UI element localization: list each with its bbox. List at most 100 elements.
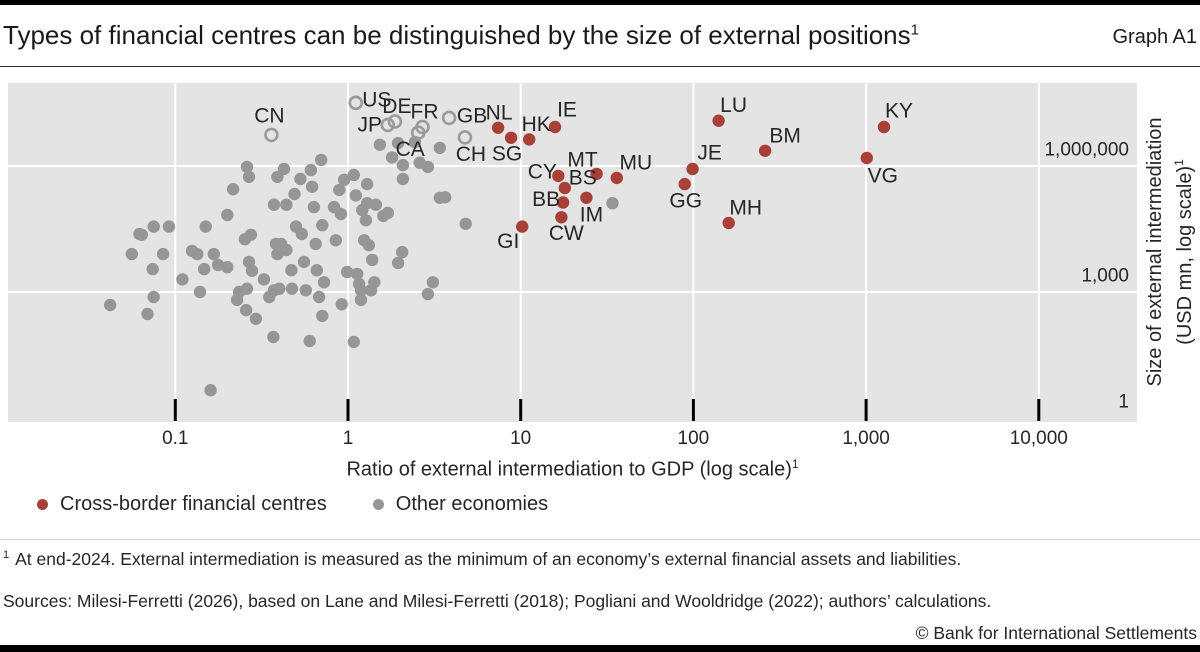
scatter-dot-other	[147, 220, 160, 233]
scatter-dot-other	[288, 187, 301, 201]
y-axis-title-line1: Size of external intermediation	[1144, 117, 1167, 387]
scatter-dot-other	[207, 247, 220, 261]
scatter-dot-NL	[491, 121, 505, 134]
scatter-dot-open-CN	[264, 127, 279, 143]
scatter-dot-other	[273, 282, 286, 295]
scatter-dot-open-DE	[387, 114, 403, 129]
scatter-dot-other	[396, 245, 409, 259]
scatter-dot-other	[162, 220, 176, 233]
scatter-dot-other	[240, 160, 254, 174]
scatter-dot-open-JP	[380, 117, 396, 133]
scatter-dot-other	[317, 276, 331, 289]
scatter-dot-other	[396, 158, 410, 172]
scatter-dot-other	[438, 191, 452, 204]
page-title-text: Types of financial centres can be distin…	[3, 20, 911, 50]
scatter-dot-other	[368, 276, 381, 289]
scatter-dot-open-CH	[457, 130, 473, 145]
scatter-dot-open-CA	[410, 125, 426, 141]
scatter-dot-other	[257, 273, 271, 286]
scatter-dot-other	[421, 160, 435, 174]
scatter-dot-MT	[590, 167, 603, 181]
legend-marker-other-dot	[372, 499, 384, 510]
point-label-VG: VG	[868, 165, 898, 188]
scatter-dot-other	[191, 247, 204, 261]
scatter-dot-VG	[860, 151, 873, 165]
scatter-dot-other	[146, 262, 159, 276]
scatter-dot-LU	[712, 114, 725, 127]
scatter-dot-other	[285, 264, 298, 277]
scatter-dot-other	[304, 163, 318, 177]
point-label-CN: CN	[254, 104, 284, 127]
point-label-KY: KY	[885, 100, 913, 123]
scatter-dot-other	[335, 298, 348, 311]
graph-number-label: Graph A1	[1112, 26, 1197, 48]
scatter-dot-other	[125, 247, 138, 261]
copyright-line: © Bank for International Settlements	[915, 623, 1197, 643]
scatter-dot-other	[193, 285, 207, 299]
scatter-dot-other	[338, 173, 351, 186]
scatter-dot-other	[226, 183, 240, 196]
point-label-SG: SG	[492, 142, 522, 165]
scatter-dot-MH	[722, 216, 735, 230]
scatter-dot-other	[294, 172, 307, 186]
point-label-GI: GI	[497, 230, 519, 253]
scatter-dot-other	[391, 136, 405, 150]
scatter-dot-other	[366, 253, 379, 267]
scatter-dot-other	[354, 284, 368, 297]
scatter-dot-other	[277, 162, 291, 176]
scatter-dot-other	[310, 264, 323, 277]
point-label-CH: CH	[456, 143, 486, 166]
scatter-dot-other	[329, 234, 342, 247]
scatter-dot-SG	[504, 131, 518, 144]
scatter-dot-other	[244, 228, 258, 241]
x-tick-label: 1,000	[842, 428, 890, 449]
scatter-dot-other	[230, 293, 244, 307]
footnote-text: At end-2024. External intermediation is …	[15, 549, 962, 569]
scatter-dot-other	[315, 153, 328, 167]
scatter-dot-other	[396, 172, 410, 186]
scatter-dot-other	[341, 265, 354, 279]
scatter-dot-other	[309, 237, 322, 251]
x-axis-tick-labels: 0.1 1 10 100 1,000 10,000	[8, 428, 1137, 450]
scatter-dot-open-US	[348, 95, 364, 111]
scatter-dot-MU	[610, 171, 623, 185]
scatter-dot-other	[333, 183, 346, 197]
point-label-MH: MH	[729, 197, 762, 220]
point-label-DE: DE	[382, 95, 411, 118]
scatter-dot-other	[312, 290, 326, 304]
scatter-dot-IE	[548, 120, 562, 134]
scatter-dot-CW	[555, 211, 568, 224]
scatter-dot-other	[316, 309, 329, 323]
scatter-dot-other	[307, 200, 321, 214]
point-label-BS: BS	[569, 167, 597, 190]
x-axis-title-text: Ratio of external intermediation to GDP …	[346, 458, 792, 481]
scatter-dot-other	[360, 177, 374, 191]
scatter-dot-other	[249, 312, 263, 325]
scatter-dot-other	[221, 261, 234, 274]
scatter-dot-GI	[516, 220, 529, 233]
scatter-dot-other	[349, 189, 362, 202]
scatter-dot-KY	[877, 120, 891, 134]
x-tick-label: 1	[342, 428, 354, 449]
y-axis-title-rotated: Size of external intermediation (USD mn,…	[1143, 117, 1197, 386]
scatter-dot-other	[295, 227, 308, 241]
scatter-dot-IM	[580, 191, 593, 204]
point-label-NL: NL	[486, 101, 513, 124]
y-axis-title-line2: (USD mn, log scale)	[1173, 165, 1196, 345]
scatter-dot-other	[299, 284, 312, 297]
legend-label-cross-border: Cross-border financial centres	[60, 493, 327, 515]
point-label-CW: CW	[549, 222, 584, 245]
footnote: 1 At end-2024. External intermediation is…	[3, 549, 961, 570]
scatter-dot-other	[385, 151, 399, 164]
scatter-dot-other	[239, 303, 253, 317]
point-label-GB: GB	[457, 104, 487, 127]
scatter-dot-BM	[758, 144, 772, 157]
point-label-CY: CY	[528, 160, 557, 183]
point-label-MT: MT	[567, 148, 597, 171]
scatter-dot-other	[242, 170, 256, 184]
legend-label-other: Other economies	[395, 493, 549, 515]
legend-item-other: Other economies	[372, 493, 549, 516]
legend: Cross-border financial centres Other eco…	[37, 493, 548, 516]
